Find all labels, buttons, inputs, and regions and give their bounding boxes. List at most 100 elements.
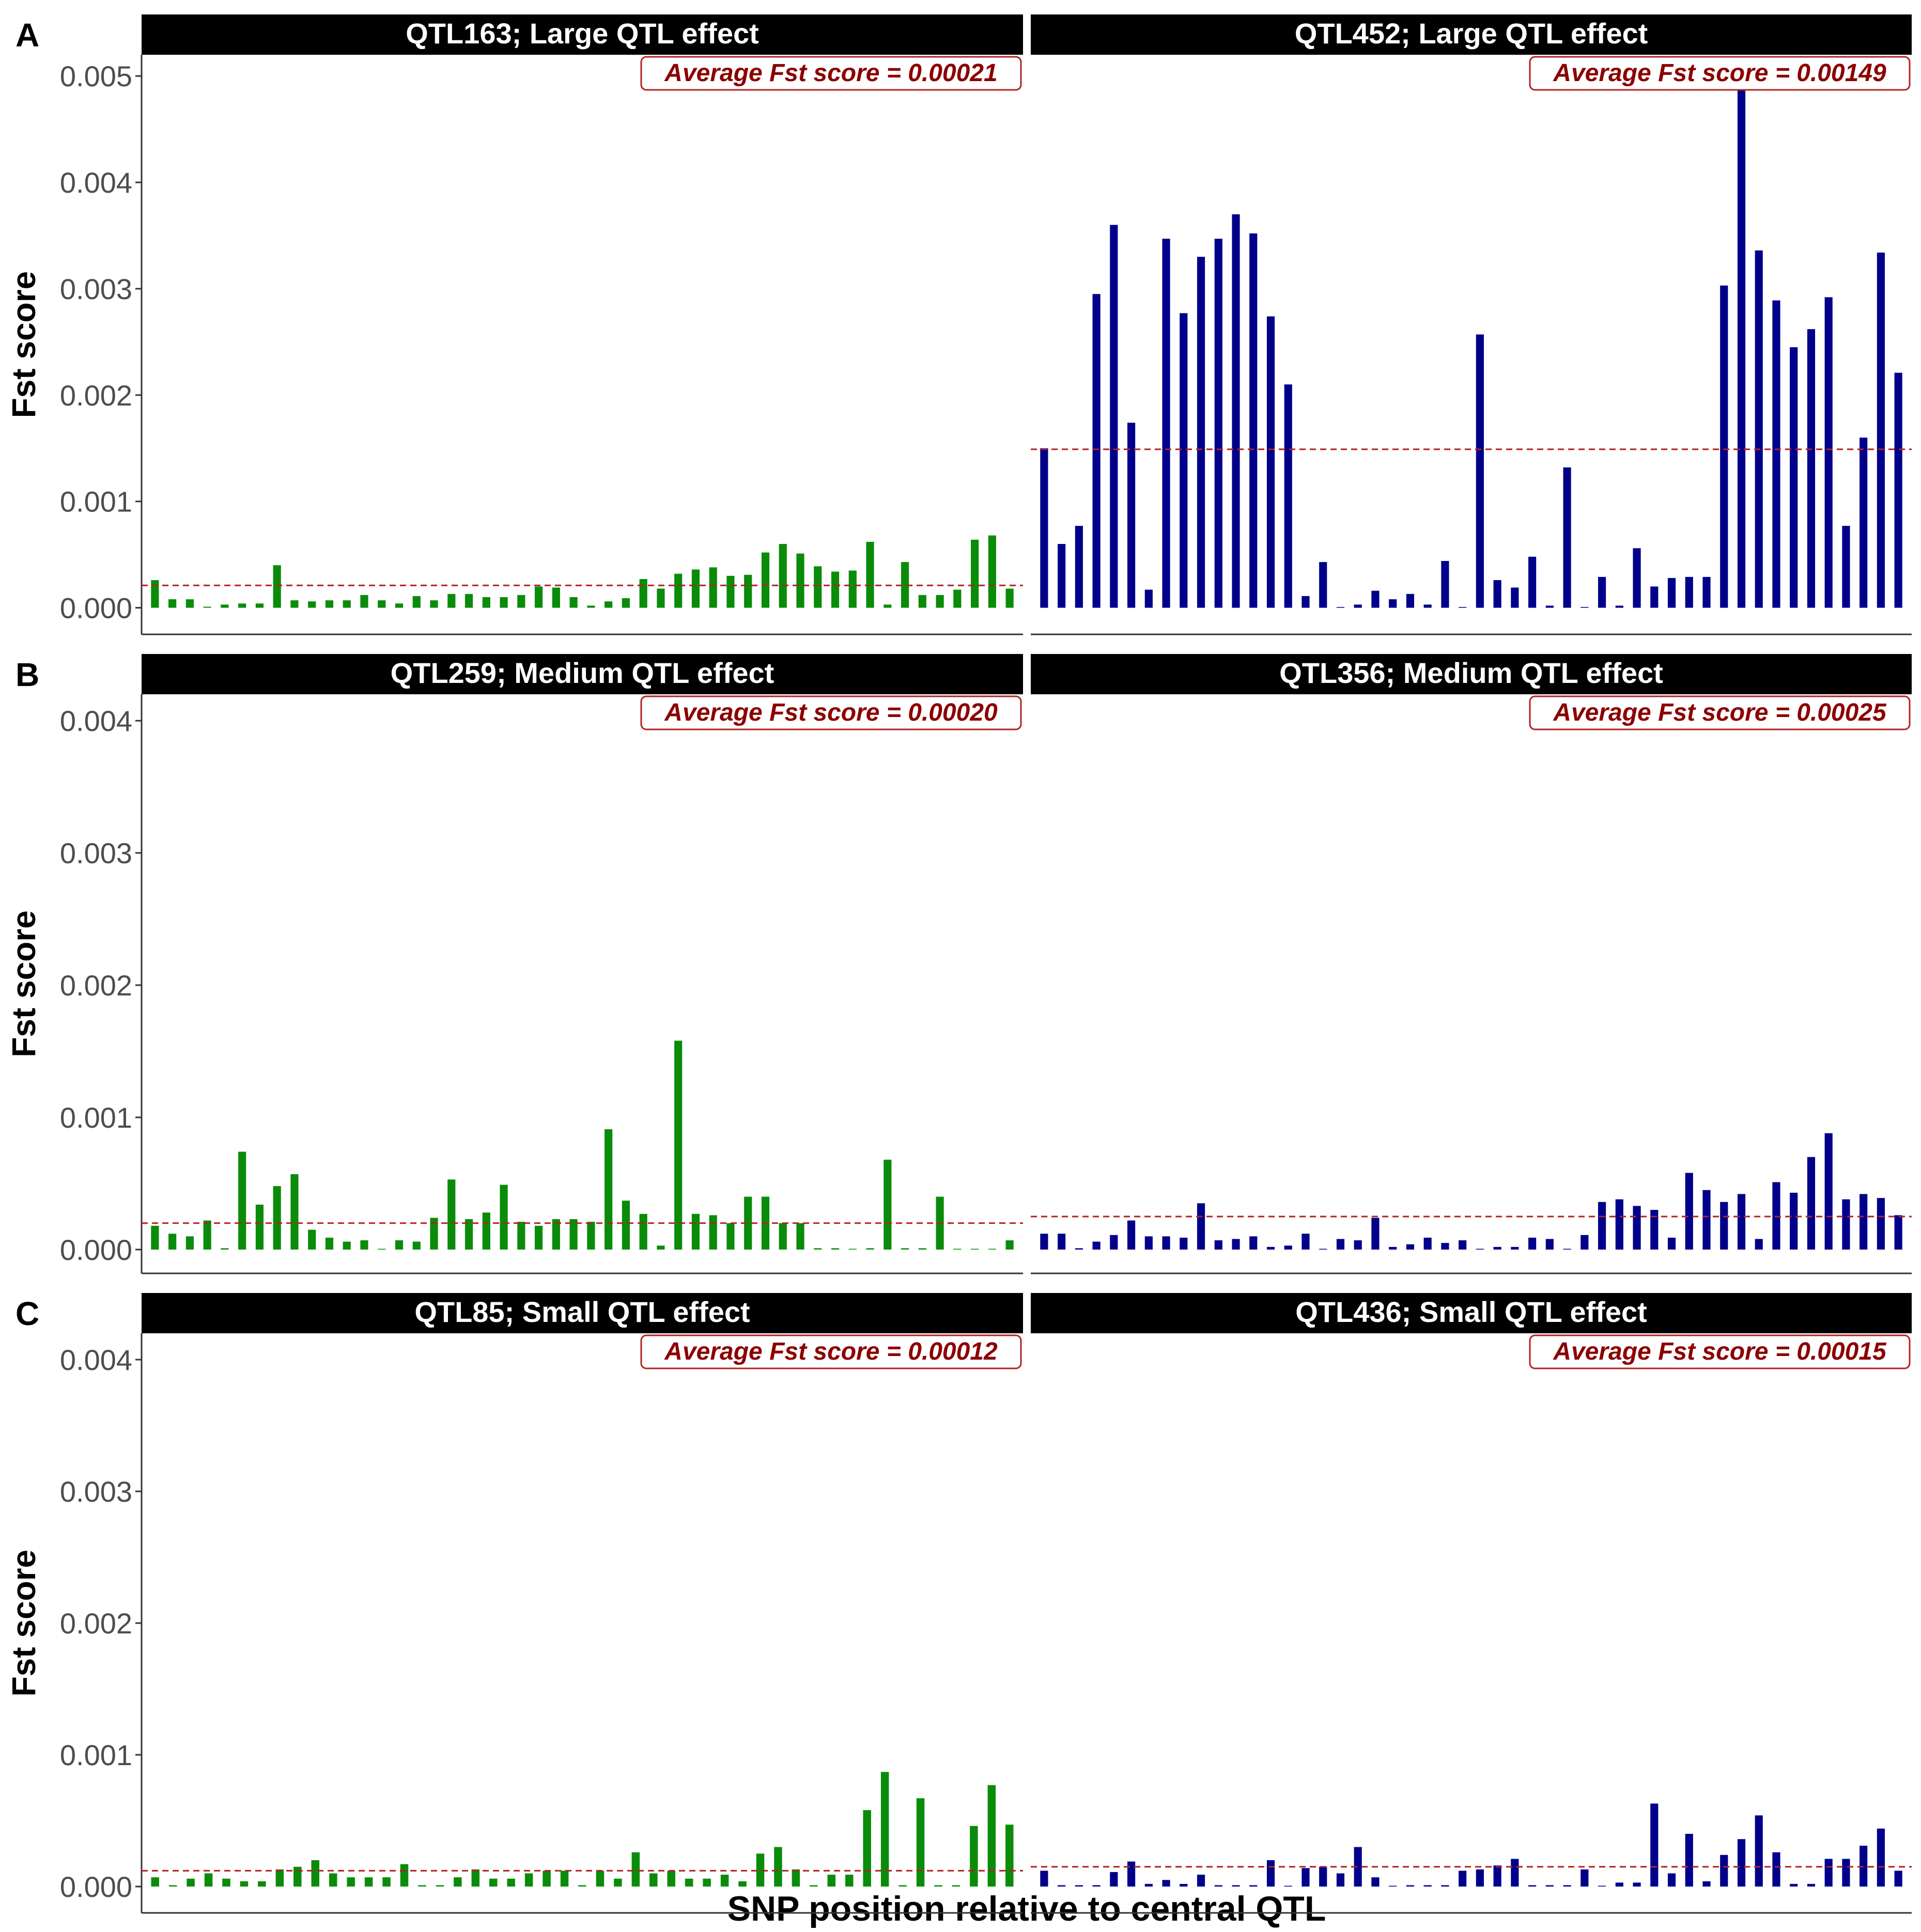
bar-right-b-17 xyxy=(1336,1239,1345,1250)
bar-left-b-16 xyxy=(430,1218,438,1250)
bar-left-c-36 xyxy=(792,1869,800,1887)
bar-right-a-29 xyxy=(1545,605,1554,608)
bar-right-a-38 xyxy=(1702,577,1711,608)
bar-right-a-37 xyxy=(1685,577,1693,608)
bar-right-b-23 xyxy=(1441,1243,1449,1250)
bar-right-b-11 xyxy=(1232,1239,1240,1250)
bar-left-c-26 xyxy=(614,1878,622,1887)
bar-left-a-15 xyxy=(412,596,421,608)
bar-right-b-12 xyxy=(1249,1236,1258,1250)
bar-left-c-37 xyxy=(810,1885,818,1887)
bar-right-c-27 xyxy=(1511,1859,1519,1887)
row-label-b: B xyxy=(16,656,39,693)
bar-left-b-1 xyxy=(168,1234,177,1250)
bar-right-a-44 xyxy=(1807,329,1816,608)
bar-left-b-20 xyxy=(500,1185,508,1250)
bar-right-a-18 xyxy=(1354,604,1362,608)
bar-left-a-21 xyxy=(517,595,525,608)
bar-left-b-31 xyxy=(691,1213,700,1250)
bar-right-b-31 xyxy=(1581,1235,1589,1250)
bar-left-c-47 xyxy=(987,1785,996,1887)
y-tick-label: 0.003 xyxy=(60,837,132,869)
bar-left-b-9 xyxy=(308,1229,316,1250)
bar-left-c-16 xyxy=(436,1885,444,1887)
bar-right-a-20 xyxy=(1389,599,1397,608)
bar-right-a-13 xyxy=(1266,316,1275,608)
bar-right-a-5 xyxy=(1127,423,1136,608)
bar-left-b-33 xyxy=(726,1223,735,1250)
bar-left-b-13 xyxy=(378,1249,386,1250)
bar-left-b-27 xyxy=(622,1201,630,1250)
bar-right-b-43 xyxy=(1790,1192,1798,1250)
bar-right-b-10 xyxy=(1214,1240,1222,1250)
bar-right-a-42 xyxy=(1772,300,1780,608)
bar-right-c-3 xyxy=(1092,1885,1101,1887)
bar-left-c-14 xyxy=(400,1864,409,1887)
bar-left-b-29 xyxy=(657,1245,665,1250)
y-axis-title-a: Fst score xyxy=(5,271,42,418)
bar-right-c-32 xyxy=(1598,1886,1606,1887)
bar-right-a-25 xyxy=(1476,334,1484,608)
bar-right-b-34 xyxy=(1633,1206,1641,1250)
average-label-box xyxy=(640,1334,1022,1369)
bar-left-c-8 xyxy=(293,1866,302,1887)
bar-right-b-33 xyxy=(1615,1199,1623,1250)
bar-right-b-22 xyxy=(1423,1237,1432,1250)
bar-right-c-37 xyxy=(1685,1834,1693,1887)
bar-left-c-35 xyxy=(774,1847,782,1887)
bar-left-a-31 xyxy=(691,569,700,608)
bar-right-c-23 xyxy=(1441,1885,1449,1887)
bar-right-a-17 xyxy=(1336,607,1345,608)
bar-left-b-12 xyxy=(360,1240,368,1250)
bar-right-b-2 xyxy=(1075,1248,1083,1250)
bar-right-c-25 xyxy=(1476,1869,1484,1887)
bar-right-c-28 xyxy=(1528,1885,1537,1887)
bar-left-a-39 xyxy=(831,571,840,608)
average-label-box xyxy=(1529,56,1911,91)
bar-left-c-40 xyxy=(863,1810,871,1887)
panel-title: QTL259; Medium QTL effect xyxy=(391,657,774,689)
x-axis-title: SNP position relative to central QTL xyxy=(727,1889,1326,1928)
bar-right-b-16 xyxy=(1319,1249,1327,1250)
bar-left-c-43 xyxy=(916,1798,925,1887)
bar-right-c-31 xyxy=(1581,1869,1589,1887)
panel-title: QTL452; Large QTL effect xyxy=(1295,17,1648,50)
bar-right-b-0 xyxy=(1040,1234,1048,1250)
bar-right-a-47 xyxy=(1860,438,1868,608)
bar-right-c-40 xyxy=(1737,1839,1746,1887)
bar-left-c-17 xyxy=(454,1877,462,1887)
bar-left-b-2 xyxy=(185,1236,194,1250)
bar-right-b-35 xyxy=(1650,1210,1659,1250)
bar-left-a-11 xyxy=(343,600,351,608)
average-label: Average Fst score = 0.00021 xyxy=(664,59,997,87)
bar-left-a-27 xyxy=(622,598,630,608)
bar-right-c-8 xyxy=(1180,1883,1188,1887)
bar-left-a-18 xyxy=(464,594,473,608)
bar-left-a-41 xyxy=(866,541,874,608)
y-tick-label: 0.005 xyxy=(60,60,132,92)
bar-right-c-29 xyxy=(1545,1885,1554,1887)
bar-left-b-10 xyxy=(325,1237,334,1250)
bar-left-b-4 xyxy=(221,1248,229,1250)
bar-left-a-6 xyxy=(255,603,264,608)
bar-right-a-39 xyxy=(1720,285,1728,608)
bar-right-b-39 xyxy=(1720,1202,1728,1250)
bar-right-c-46 xyxy=(1842,1859,1850,1887)
bar-right-b-15 xyxy=(1302,1234,1310,1250)
bar-left-b-43 xyxy=(901,1248,909,1250)
bar-right-b-9 xyxy=(1197,1203,1205,1250)
bar-right-a-41 xyxy=(1755,250,1763,608)
bar-right-a-1 xyxy=(1058,544,1066,608)
bar-left-c-9 xyxy=(311,1860,320,1887)
bar-left-b-14 xyxy=(395,1240,404,1250)
bar-right-a-8 xyxy=(1180,313,1188,608)
panel-strip xyxy=(1031,14,1912,55)
bar-right-b-3 xyxy=(1092,1241,1101,1250)
bar-right-b-45 xyxy=(1824,1133,1833,1250)
bar-right-a-46 xyxy=(1842,526,1850,608)
bar-left-c-29 xyxy=(667,1871,675,1887)
bar-left-a-12 xyxy=(360,595,368,608)
bar-left-c-34 xyxy=(756,1853,765,1887)
row-label-a: A xyxy=(16,17,39,54)
